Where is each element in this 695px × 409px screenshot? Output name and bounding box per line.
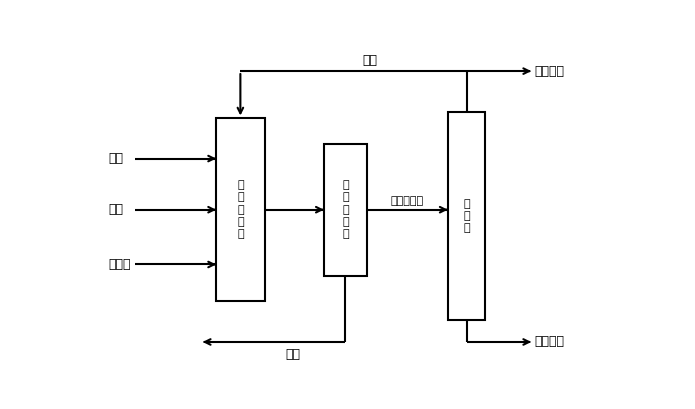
Text: 煤粉: 煤粉 <box>108 152 124 165</box>
Text: 高温合成气: 高温合成气 <box>391 196 424 206</box>
Text: 粗合成气: 粗合成气 <box>534 65 564 78</box>
Bar <box>448 112 485 320</box>
Text: 电能: 电能 <box>362 54 377 67</box>
Bar <box>324 144 367 276</box>
Text: 煤渣: 煤渣 <box>286 348 300 361</box>
Text: 激
冷
器: 激 冷 器 <box>464 199 470 234</box>
Text: 氧气: 氧气 <box>108 203 124 216</box>
Bar <box>216 118 265 301</box>
Text: 等
离
子
生
器: 等 离 子 生 器 <box>237 180 244 240</box>
Text: 高温黑水: 高温黑水 <box>534 335 564 348</box>
Text: 等
离
子
应
器: 等 离 子 应 器 <box>342 180 349 240</box>
Text: 水蒸汽: 水蒸汽 <box>108 258 131 271</box>
